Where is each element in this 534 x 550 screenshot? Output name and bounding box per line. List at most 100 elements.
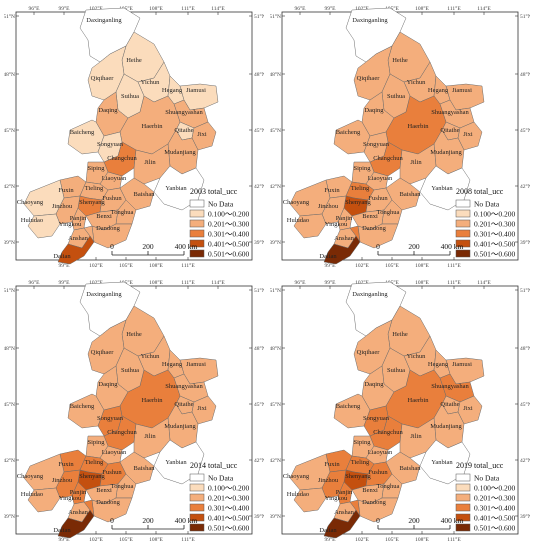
- region-yanbian[interactable]: [419, 439, 471, 485]
- lon-tick-label-bottom: 102°E: [89, 262, 103, 269]
- legend-title: 2003 total_ucc: [190, 187, 238, 196]
- region-tonghua[interactable]: [115, 473, 137, 499]
- region-panjin[interactable]: [71, 207, 87, 231]
- city-label-shenyang: Shenyang: [345, 473, 371, 480]
- city-label-benxi: Benxi: [96, 213, 112, 220]
- region-panjin[interactable]: [337, 481, 353, 505]
- city-label-tonghua: Tonghua: [377, 483, 400, 490]
- lon-tick-label-top: 111°E: [447, 279, 461, 286]
- city-label-huludao: Huludao: [287, 491, 309, 498]
- legend-item-label: 0.201～0.300: [474, 219, 515, 228]
- region-dalian[interactable]: [57, 235, 95, 265]
- scale-bar-label: 200: [142, 516, 154, 525]
- city-label-shuangyashan: Shuangyashan: [165, 109, 203, 116]
- region-huludao[interactable]: [293, 487, 327, 513]
- region-dalian[interactable]: [323, 509, 361, 539]
- lat-tick-label-left: 51°N: [270, 287, 281, 294]
- city-label-huludao: Huludao: [21, 491, 43, 498]
- lat-tick-label-left: 42°N: [4, 183, 15, 190]
- city-label-liaoyuan: Liaoyuan: [102, 175, 127, 182]
- lat-tick-label-right: 45°N: [254, 401, 264, 408]
- city-label-jilin: Jilin: [410, 159, 422, 166]
- map-panel-2019: 51°N 51°N 48°N 48°N 45°N 45°N 42°N 42°N 39°N 39°N…: [270, 278, 530, 546]
- lon-tick-label-top: 114°E: [211, 279, 225, 286]
- legend-item-label: 0.100～0.200: [474, 483, 515, 492]
- city-label-fuxin: Fuxin: [58, 461, 74, 468]
- legend-item-label: 0.301～0.400: [474, 503, 515, 512]
- city-label-heihe: Heihe: [392, 331, 408, 338]
- legend-item-label: 0.201～0.300: [474, 493, 515, 502]
- region-dandong[interactable]: [357, 223, 399, 249]
- lon-tick-label-top: 114°E: [211, 5, 225, 12]
- lon-tick-label-top: 111°E: [181, 279, 195, 286]
- city-label-baicheng: Baicheng: [336, 129, 361, 136]
- map-panel-2014: 51°N 51°N 48°N 48°N 45°N 45°N 42°N 42°N 39°N 39°N…: [4, 278, 264, 546]
- lat-tick-label-left: 48°N: [4, 71, 15, 78]
- lon-tick-label-bottom: 99°E: [58, 262, 70, 269]
- region-panjin[interactable]: [71, 481, 87, 505]
- region-tonghua[interactable]: [115, 199, 137, 225]
- legend-item-label: 0.401～0.500: [474, 513, 515, 522]
- city-label-daxinganling: Daxinganling: [86, 291, 122, 298]
- lat-tick-label-right: 39°N: [254, 239, 264, 246]
- region-huludao[interactable]: [27, 487, 61, 513]
- city-label-yingkou: Yingkou: [59, 221, 82, 228]
- city-label-jinzhou: Jinzhou: [318, 203, 339, 210]
- lon-tick-label-bottom: 105°E: [119, 536, 133, 543]
- lon-tick-label-top: 105°E: [119, 5, 133, 12]
- city-label-huludao: Huludao: [287, 217, 309, 224]
- legend-swatch: [189, 493, 205, 502]
- city-label-panjin: Panjin: [70, 215, 87, 222]
- legend-item-label: 0.201～0.300: [208, 219, 249, 228]
- city-label-fushun: Fushun: [368, 469, 388, 476]
- legend-swatch: [189, 523, 205, 532]
- city-label-chaoyang: Chaoyang: [283, 473, 310, 480]
- city-label-jixi: Jixi: [197, 405, 207, 412]
- region-dandong[interactable]: [91, 223, 133, 249]
- city-label-yichun: Yichun: [407, 79, 427, 86]
- city-label-baishan: Baishan: [134, 465, 156, 472]
- region-panjin[interactable]: [337, 207, 353, 231]
- region-tonghua[interactable]: [381, 199, 403, 225]
- lon-tick-label-top: 99°E: [324, 5, 336, 12]
- region-dandong[interactable]: [357, 497, 399, 523]
- city-label-daxinganling: Daxinganling: [352, 17, 388, 24]
- legend: 2019 total_ucc No Data0.100～0.2000.201～0.…: [455, 461, 515, 532]
- city-label-jinzhou: Jinzhou: [52, 477, 73, 484]
- city-label-jiamusi: Jiamusi: [186, 87, 206, 94]
- city-label-yichun: Yichun: [141, 79, 161, 86]
- legend-swatch: [455, 229, 471, 238]
- legend-swatch: [189, 483, 205, 492]
- lat-tick-label-left: 48°N: [270, 345, 281, 352]
- region-dandong[interactable]: [91, 497, 133, 523]
- region-huludao[interactable]: [27, 213, 61, 239]
- city-label-qiqihaer: Qiqihaer: [357, 349, 381, 356]
- region-yanbian[interactable]: [153, 165, 205, 211]
- lat-tick-label-right: 51°N: [520, 287, 530, 294]
- legend-swatch: [189, 513, 205, 522]
- legend-swatch: [189, 229, 205, 238]
- city-label-changchun: Changchun: [373, 429, 403, 436]
- lon-tick-label-bottom: 108°E: [415, 262, 429, 269]
- region-dalian[interactable]: [57, 509, 95, 539]
- choropleth-map: 51°N 51°N 48°N 48°N 45°N 45°N 42°N 42°N 39°N 39°N…: [4, 5, 264, 269]
- legend-item-label: 0.301～0.400: [208, 229, 249, 238]
- region-yanbian[interactable]: [419, 165, 471, 211]
- city-label-haerbin: Haerbin: [408, 397, 430, 404]
- city-label-dandong: Dandong: [96, 499, 121, 506]
- city-label-suihua: Suihua: [121, 367, 139, 374]
- legend-swatch: [189, 249, 205, 258]
- lon-tick-label-bottom: 102°E: [89, 536, 103, 543]
- region-tonghua[interactable]: [381, 473, 403, 499]
- city-label-shenyang: Shenyang: [79, 473, 105, 480]
- region-dalian[interactable]: [323, 235, 361, 265]
- lat-tick-label-left: 51°N: [4, 13, 15, 20]
- lat-tick-label-left: 51°N: [270, 13, 281, 20]
- lon-tick-label-bottom: 111°E: [181, 262, 195, 269]
- city-label-daqing: Daqing: [98, 107, 118, 114]
- lat-tick-label-right: 48°N: [254, 71, 264, 78]
- region-yanbian[interactable]: [153, 439, 205, 485]
- city-label-songyuan: Songyuan: [363, 415, 390, 422]
- lon-tick-label-bottom: 99°E: [58, 536, 70, 543]
- region-huludao[interactable]: [293, 213, 327, 239]
